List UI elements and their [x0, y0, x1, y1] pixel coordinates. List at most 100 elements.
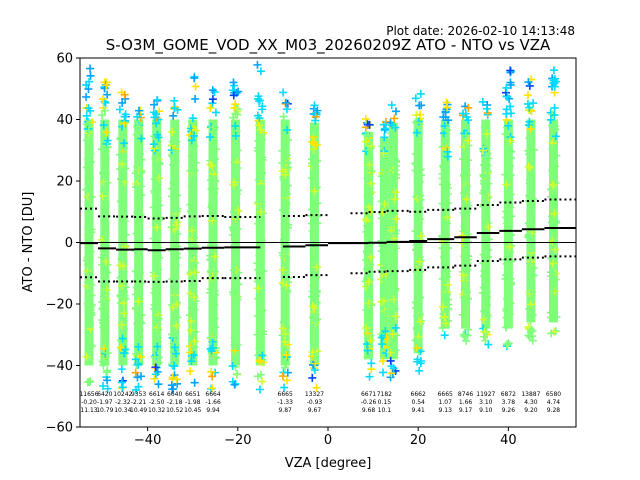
scatter-point [367, 359, 376, 368]
scatter-point [191, 126, 200, 135]
scatter-point [386, 158, 395, 167]
scatter-point [255, 356, 264, 365]
scatter-point [461, 187, 470, 196]
scatter-point [378, 357, 387, 366]
scatter-point [151, 363, 160, 372]
scatter-point [103, 90, 112, 99]
scatter-point [171, 261, 180, 270]
scatter-point [482, 129, 491, 138]
scatter-point [257, 135, 266, 144]
scatter-point [549, 312, 558, 321]
scatter-point [134, 231, 143, 240]
scatter-point [101, 231, 110, 240]
scatter-point [189, 351, 198, 360]
scatter-point [255, 251, 264, 260]
scatter-point [131, 368, 140, 377]
scatter-point [392, 214, 401, 223]
scatter-point [458, 310, 467, 319]
scatter-point [505, 310, 514, 319]
scatter-point [308, 373, 317, 382]
stat-std: 9.67 [308, 407, 322, 414]
stat-std: 10.34 [114, 407, 131, 414]
stat-mean: 4.30 [524, 399, 538, 406]
scatter-point [411, 336, 420, 345]
scatter-point [479, 332, 488, 341]
scatter-point [155, 253, 164, 262]
scatter-point [118, 334, 127, 343]
y-tick-label: 0 [65, 236, 73, 251]
scatter-core [309, 122, 319, 366]
scatter-point [103, 366, 112, 375]
scatter-point [98, 111, 107, 120]
scatter-point [101, 154, 110, 163]
vza-column [253, 60, 268, 394]
scatter-point [280, 121, 289, 130]
stat-count: 6665 [278, 391, 293, 398]
scatter-point [550, 82, 559, 91]
scatter-point [313, 157, 322, 166]
scatter-point [482, 287, 491, 296]
y-tick-label: −40 [46, 359, 73, 374]
scatter-point [279, 88, 288, 97]
stat-std: 11.13 [80, 407, 97, 414]
scatter-point [100, 184, 109, 193]
vza-column [361, 115, 376, 381]
scatter-point [378, 142, 387, 151]
scatter-point [527, 211, 536, 220]
scatter-point [527, 198, 536, 207]
scatter-point [84, 270, 93, 279]
scatter-point [231, 200, 240, 209]
stat-mean: -2.32 [115, 399, 131, 406]
scatter-point [379, 120, 388, 129]
scatter-point [391, 123, 400, 132]
scatter-point [484, 154, 493, 163]
scatter-point [168, 192, 177, 201]
stat-mean: 0.54 [412, 399, 426, 406]
scatter-point [82, 111, 91, 120]
scatter-point [503, 270, 512, 279]
scatter-point [133, 112, 142, 121]
scatter-point [99, 121, 108, 130]
scatter-point [380, 260, 389, 269]
scatter-point [231, 172, 240, 181]
scatter-point [117, 281, 126, 290]
scatter-point [312, 383, 321, 392]
scatter-point [459, 293, 468, 302]
scatter-point [281, 190, 290, 199]
scatter-point [133, 166, 142, 175]
stat-std: 9.13 [439, 407, 453, 414]
scatter-point [391, 323, 400, 332]
scatter-point [150, 175, 159, 184]
scatter-point [232, 127, 241, 136]
scatter-point [443, 267, 452, 276]
scatter-point [484, 222, 493, 231]
scatter-point [150, 100, 159, 109]
scatter-point [387, 247, 396, 256]
scatter-point [310, 186, 319, 195]
scatter-point [527, 257, 536, 266]
stat-mean: 4.74 [547, 399, 561, 406]
scatter-point [190, 258, 199, 267]
stat-mean: -2.18 [167, 399, 183, 406]
scatter-point [256, 126, 265, 135]
scatter-point [188, 151, 197, 160]
scatter-point [206, 133, 215, 142]
scatter-point [153, 342, 162, 351]
scatter-point [169, 178, 178, 187]
scatter-point [101, 313, 110, 322]
scatter-point [506, 102, 515, 111]
scatter-point [367, 142, 376, 151]
stat-mean: 3.78 [502, 399, 516, 406]
scatter-point [170, 96, 179, 105]
vza-column [458, 102, 473, 345]
scatter-point [87, 300, 96, 309]
scatter-point [255, 96, 264, 105]
scatter-point [167, 146, 176, 155]
scatter-point [172, 137, 181, 146]
scatter-point [188, 273, 197, 282]
scatter-point [506, 203, 515, 212]
scatter-point [253, 199, 262, 208]
scatter-point [529, 263, 538, 272]
scatter-point [257, 370, 266, 379]
scatter-point [377, 172, 386, 181]
